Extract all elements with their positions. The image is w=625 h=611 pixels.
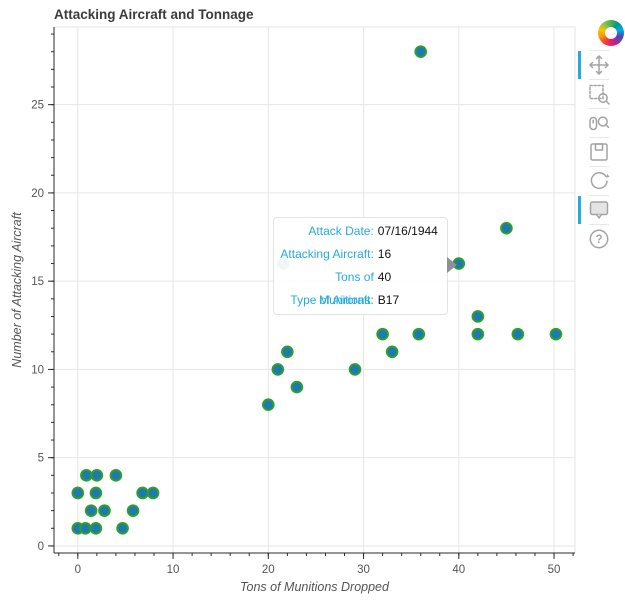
data-point[interactable]	[500, 221, 513, 235]
tooltip-field-label: Attacking Aircraft:	[280, 247, 374, 262]
help-tool-button[interactable]: ?	[587, 227, 611, 251]
x-tick-label: 30	[357, 564, 370, 576]
data-point[interactable]	[126, 504, 140, 517]
data-point[interactable]	[136, 486, 149, 500]
data-point[interactable]	[71, 486, 85, 500]
x-axis-label: Tons of Munitions Dropped	[240, 580, 389, 594]
data-point[interactable]	[79, 521, 92, 535]
tooltip-row: Type of Aircraft: B17	[279, 289, 442, 312]
tooltip-field-value: 40	[377, 270, 392, 285]
box-zoom-icon	[589, 84, 610, 105]
data-point[interactable]	[412, 327, 426, 341]
data-point[interactable]	[98, 504, 111, 517]
y-tick-label: 0	[38, 541, 44, 553]
x-tick-label: 50	[548, 564, 561, 576]
data-point[interactable]	[471, 327, 485, 341]
tooltip-field-value: 07/16/1944	[377, 224, 438, 239]
data-point[interactable]	[90, 469, 104, 482]
y-axis-label: Number of Attacking Aircraft	[10, 212, 24, 368]
data-point[interactable]	[385, 345, 399, 359]
data-point[interactable]	[511, 327, 525, 341]
tooltip-field-label: Tons of Munitions:	[319, 270, 374, 308]
box-zoom-tool-button[interactable]	[587, 82, 611, 106]
data-point[interactable]	[116, 521, 129, 535]
tooltip-arrow	[446, 256, 457, 273]
reset-icon	[590, 172, 610, 190]
x-tick-label: 40	[452, 564, 465, 576]
data-point[interactable]	[271, 363, 285, 376]
data-point[interactable]	[414, 45, 428, 59]
save-tool-button[interactable]	[587, 140, 611, 164]
data-point[interactable]	[471, 310, 485, 323]
tooltip-row: Tons of Munitions: 40	[279, 266, 442, 308]
data-point[interactable]	[376, 327, 389, 341]
data-point[interactable]	[348, 363, 362, 376]
data-point[interactable]	[89, 486, 103, 500]
pan-tool-button[interactable]	[578, 51, 611, 79]
x-tick-label: 10	[167, 564, 180, 576]
bokeh-toolbar: ?	[577, 20, 624, 253]
y-tick-label: 20	[31, 188, 44, 200]
data-point[interactable]	[80, 469, 93, 482]
hover-tooltip: Attack Date: 07/16/1944 Attacking Aircraft…	[272, 217, 457, 316]
hover-tool-button[interactable]	[578, 196, 611, 224]
y-tick-label: 10	[31, 364, 44, 376]
tooltip-row: Attacking Aircraft: 16	[279, 243, 442, 266]
help-icon: ?	[589, 229, 609, 249]
svg-text:?: ?	[595, 234, 602, 246]
data-point[interactable]	[549, 327, 563, 341]
toolbar-separator	[589, 195, 609, 196]
reset-tool-button[interactable]	[587, 169, 611, 193]
chart-title: Attacking Aircraft and Tonnage	[54, 7, 254, 22]
toolbar-separator	[589, 50, 609, 51]
y-tick-label: 15	[31, 276, 44, 288]
data-point[interactable]	[84, 504, 98, 517]
x-tick-label: 20	[262, 564, 275, 576]
wheel-zoom-icon	[589, 116, 610, 131]
tooltip-field-value: B17	[377, 293, 400, 308]
data-point[interactable]	[146, 486, 160, 500]
wheel-zoom-tool-button[interactable]	[587, 111, 611, 135]
pan-icon	[589, 55, 609, 75]
data-point[interactable]	[109, 469, 123, 482]
data-point[interactable]	[281, 345, 294, 359]
toolbar-separator	[589, 166, 609, 167]
toolbar-separator	[589, 137, 609, 138]
y-tick-label: 5	[38, 453, 44, 465]
tooltip-field-value: 16	[377, 247, 392, 262]
data-point[interactable]	[89, 521, 103, 535]
tooltip-row: Attack Date: 07/16/1944	[279, 220, 442, 243]
tooltip-field-label: Type of Aircraft:	[290, 293, 374, 308]
tooltip-field-label: Attack Date:	[308, 224, 374, 239]
x-tick-label: 0	[75, 564, 81, 576]
hover-icon	[589, 201, 609, 219]
toolbar-separator	[589, 79, 609, 80]
bokeh-logo-icon[interactable]	[598, 20, 624, 46]
tooltip-rows: Attack Date: 07/16/1944 Attacking Aircraft…	[279, 220, 442, 312]
toolbar-separator	[589, 224, 609, 225]
save-icon	[590, 143, 608, 161]
y-tick-label: 25	[31, 100, 44, 112]
data-point[interactable]	[290, 380, 304, 394]
toolbar-separator	[589, 108, 609, 109]
data-point[interactable]	[262, 398, 275, 412]
